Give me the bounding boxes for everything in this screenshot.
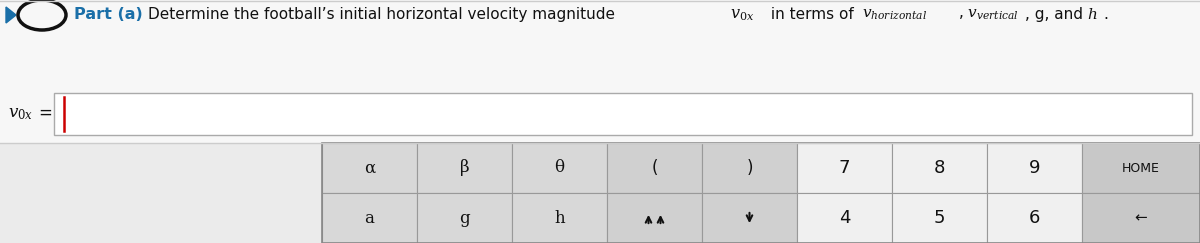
Text: 9: 9 — [1028, 159, 1040, 177]
Text: θ: θ — [554, 159, 564, 176]
Text: $v_{0x}$: $v_{0x}$ — [730, 7, 755, 23]
FancyBboxPatch shape — [797, 143, 892, 193]
Text: , $v_{vertical}$: , $v_{vertical}$ — [958, 8, 1019, 23]
Text: $v_{0x}$: $v_{0x}$ — [8, 104, 34, 122]
Text: , g, and: , g, and — [1025, 8, 1088, 23]
Text: Part (a): Part (a) — [74, 8, 143, 23]
Text: (: ( — [652, 159, 658, 177]
FancyBboxPatch shape — [607, 143, 702, 193]
Text: α: α — [364, 159, 376, 176]
FancyBboxPatch shape — [322, 193, 418, 243]
FancyBboxPatch shape — [512, 143, 607, 193]
Text: .: . — [1103, 8, 1108, 23]
Text: 5: 5 — [934, 209, 946, 227]
FancyBboxPatch shape — [986, 143, 1082, 193]
FancyBboxPatch shape — [892, 143, 986, 193]
FancyBboxPatch shape — [702, 143, 797, 193]
Text: ←: ← — [1135, 210, 1147, 226]
Text: β: β — [460, 159, 469, 176]
FancyBboxPatch shape — [418, 143, 512, 193]
FancyBboxPatch shape — [702, 193, 797, 243]
Text: in terms of: in terms of — [766, 8, 859, 23]
FancyBboxPatch shape — [1082, 143, 1200, 193]
FancyBboxPatch shape — [1082, 193, 1200, 243]
Text: 7: 7 — [839, 159, 851, 177]
Text: =: = — [38, 104, 52, 122]
FancyBboxPatch shape — [986, 193, 1082, 243]
Polygon shape — [6, 7, 16, 23]
FancyBboxPatch shape — [54, 93, 1192, 135]
Text: $v_{horizontal}$: $v_{horizontal}$ — [862, 8, 926, 23]
Text: HOME: HOME — [1122, 162, 1160, 174]
Text: g: g — [460, 209, 470, 226]
FancyBboxPatch shape — [322, 143, 418, 193]
Text: ): ) — [746, 159, 752, 177]
Text: 8: 8 — [934, 159, 946, 177]
FancyBboxPatch shape — [797, 193, 892, 243]
FancyBboxPatch shape — [0, 0, 1200, 143]
Text: $h$: $h$ — [1087, 8, 1098, 23]
Text: 6: 6 — [1028, 209, 1040, 227]
FancyBboxPatch shape — [607, 193, 702, 243]
FancyBboxPatch shape — [892, 193, 986, 243]
Text: a: a — [365, 209, 374, 226]
FancyBboxPatch shape — [0, 83, 1200, 143]
Text: h: h — [554, 209, 565, 226]
Text: 4: 4 — [839, 209, 851, 227]
FancyBboxPatch shape — [512, 193, 607, 243]
Text: Determine the football’s initial horizontal velocity magnitude: Determine the football’s initial horizon… — [148, 8, 620, 23]
FancyBboxPatch shape — [418, 193, 512, 243]
